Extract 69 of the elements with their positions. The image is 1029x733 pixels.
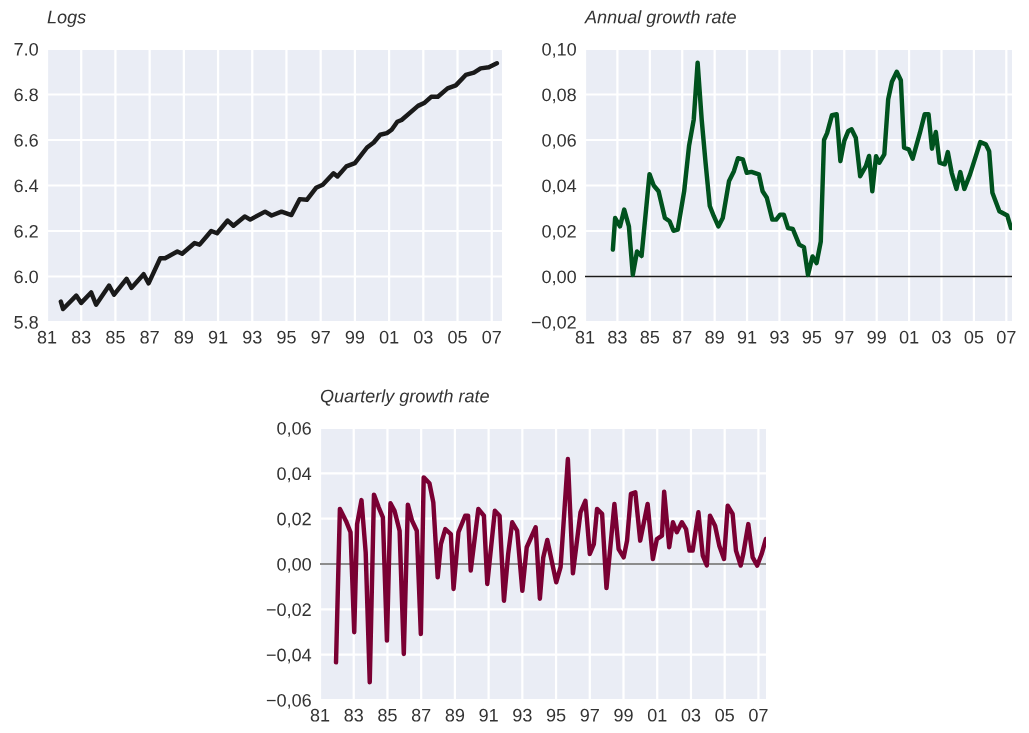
y-tick-label: −0,06 (266, 693, 311, 709)
y-tick-label: 6.2 (14, 224, 38, 238)
y-tick-label: 0,08 (542, 88, 576, 104)
x-tick-label: 83 (71, 330, 91, 344)
chart-title: Logs (47, 10, 86, 27)
line-series (58, 61, 500, 312)
x-tick-label: 87 (411, 708, 431, 722)
x-tick-label: 07 (996, 330, 1016, 344)
x-tick-label: 81 (575, 330, 595, 344)
x-tick-label: 03 (932, 330, 951, 344)
x-tick-label: 01 (647, 708, 667, 722)
x-tick-label: 07 (482, 330, 501, 344)
x-tick-label: 99 (345, 330, 365, 344)
y-tick-label: 6.8 (14, 88, 38, 102)
x-tick-label: 99 (614, 708, 633, 722)
y-tick-label: 0,00 (542, 270, 576, 286)
y-tick-label: 7.0 (14, 42, 38, 56)
x-tick-label: 05 (715, 708, 734, 722)
y-tick-label: 0,00 (277, 557, 311, 573)
x-tick-label: 83 (608, 330, 627, 344)
y-tick-label: 0,04 (277, 467, 312, 483)
x-tick-label: 95 (546, 708, 566, 722)
x-tick-label: 07 (749, 708, 768, 722)
x-tick-label: 91 (479, 708, 498, 722)
y-tick-label: 0,10 (542, 42, 576, 58)
x-tick-label: 97 (835, 330, 854, 344)
x-tick-label: 87 (140, 330, 159, 344)
x-tick-label: 89 (174, 330, 194, 344)
x-tick-label: 97 (580, 708, 599, 722)
x-tick-label: 05 (448, 330, 467, 344)
x-tick-label: 95 (802, 330, 822, 344)
x-tick-label: 89 (705, 330, 724, 344)
y-tick-label: 6.4 (14, 179, 39, 193)
y-tick-label: 0,06 (542, 133, 576, 149)
y-tick-label: 0,02 (542, 224, 576, 240)
x-tick-label: 03 (681, 708, 701, 722)
x-tick-label: 93 (243, 330, 262, 344)
y-tick-label: 5.8 (14, 315, 38, 329)
x-tick-label: 93 (770, 330, 789, 344)
x-tick-label: 91 (208, 330, 228, 344)
y-tick-label: −0,04 (266, 648, 312, 664)
y-tick-label: 6.0 (14, 270, 38, 284)
x-tick-label: 89 (445, 708, 465, 722)
chart-title: Quarterly growth rate (320, 389, 489, 406)
x-tick-label: 01 (379, 330, 399, 344)
x-tick-label: 83 (344, 708, 363, 722)
x-tick-label: 91 (737, 330, 757, 344)
x-tick-label: 85 (640, 330, 660, 344)
line-series (610, 60, 1012, 278)
x-tick-label: 97 (311, 330, 330, 344)
y-tick-label: 0,04 (542, 179, 577, 195)
y-tick-label: −0,02 (531, 315, 576, 331)
x-tick-label: 03 (413, 330, 433, 344)
x-tick-label: 85 (378, 708, 397, 722)
y-tick-label: −0,02 (266, 603, 311, 619)
x-tick-label: 87 (672, 330, 692, 344)
x-tick-label: 99 (867, 330, 886, 344)
line-series (333, 456, 766, 685)
chart-title: Annual growth rate (584, 10, 736, 27)
x-tick-label: 05 (964, 330, 984, 344)
y-tick-label: 6.6 (14, 133, 38, 147)
x-tick-label: 93 (513, 708, 532, 722)
y-tick-label: 0,02 (277, 512, 311, 528)
x-tick-label: 01 (899, 330, 919, 344)
x-tick-label: 85 (106, 330, 125, 344)
x-tick-label: 81 (310, 708, 330, 722)
x-tick-label: 81 (37, 330, 57, 344)
x-tick-label: 95 (277, 330, 296, 344)
y-tick-label: 0,06 (277, 421, 311, 437)
